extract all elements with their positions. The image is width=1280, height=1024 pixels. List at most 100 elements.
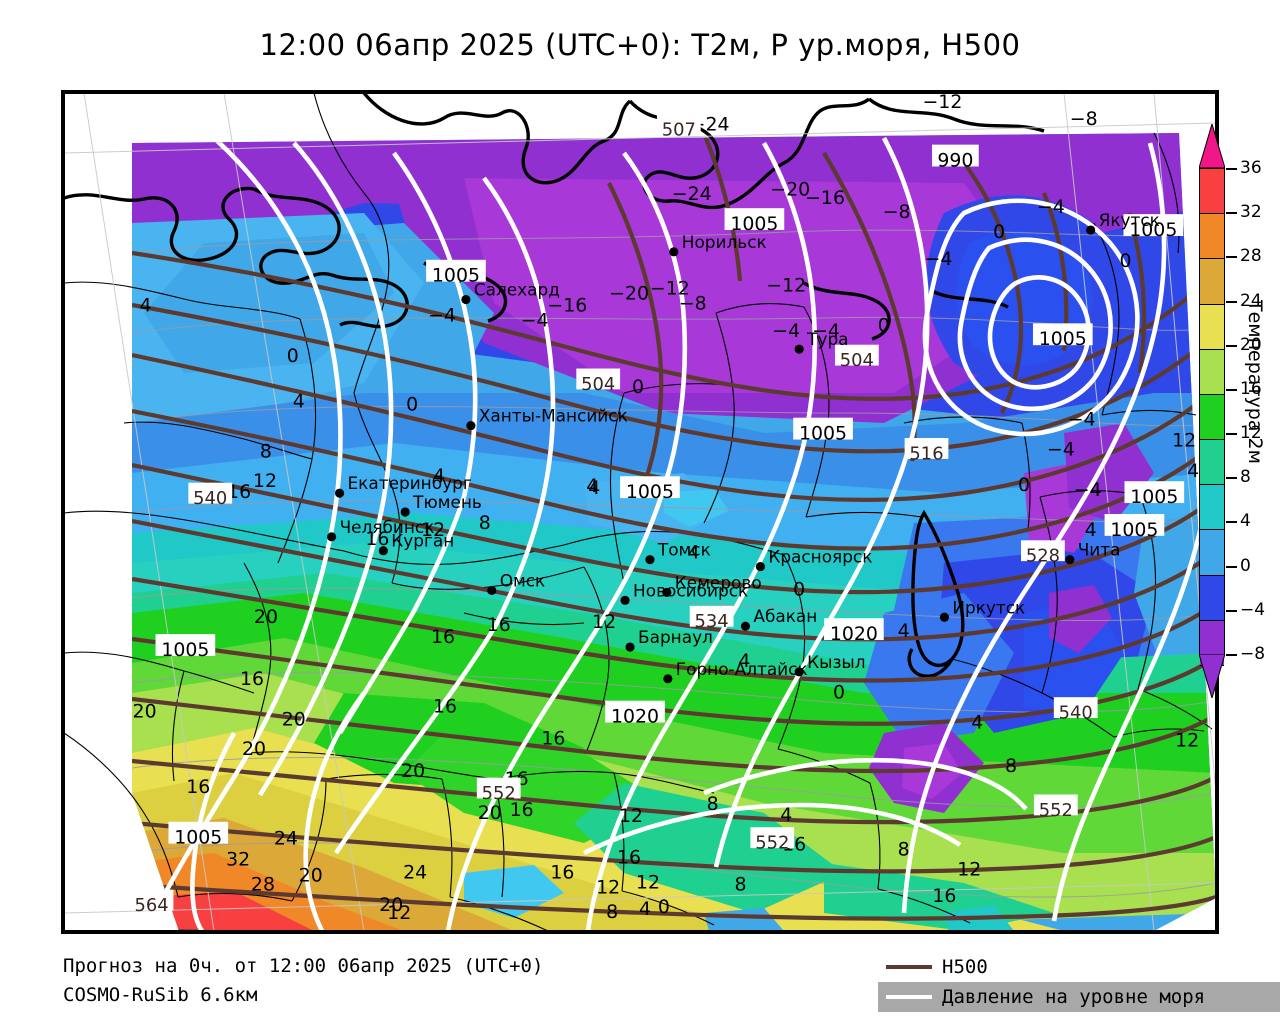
temperature-label: 4 [433,465,445,487]
page-title: 12:00 06апр 2025 (UTC+0): Т2м, Р ур.моря… [259,28,1021,62]
h500-label: 552 [482,783,516,804]
colorbar-under-arrow [1199,654,1225,698]
city-marker-dot [794,667,804,677]
city-marker-dot [755,562,765,572]
mslp-label-box [168,821,229,844]
mslp-label: 990 [937,149,973,171]
temperature-label: 0 [793,578,805,600]
temperature-label: 16 [541,727,565,749]
temperature-label: 12 [421,519,445,541]
h500-label-box [1033,794,1078,816]
h500-label-box [750,827,795,849]
h500-label-box [476,777,521,799]
temperature-label: 0 [658,896,670,918]
colorbar-tick-label: 4 [1240,511,1251,532]
city-marker-dot [625,642,635,652]
colorbar-tick-label: −8 [1240,644,1266,664]
city-name-label: Барнаул [638,627,713,647]
colorbar-tick [1226,565,1237,568]
temperature-label: 8 [479,512,491,534]
city-name-label: Омск [500,570,546,590]
temperature-label: 0 [406,394,418,416]
temperature-label: 0 [287,345,299,367]
temperature-label: −24 [672,183,712,205]
city-name-label: Новосибирск [633,580,748,600]
colorbar-segment [1200,304,1224,350]
temperature-label: 16 [240,668,264,690]
temperature-label: 8 [898,839,910,861]
colorbar-tick [1226,654,1237,656]
legend-row-h500: H500 [878,952,1280,982]
temperature-label: 16 [227,481,251,503]
h500-label: 504 [581,374,615,395]
temperature-label: 12 [619,805,643,827]
h500-label: 540 [1059,703,1093,724]
temperature-label: 16 [433,696,457,718]
colorbar-tick [1226,300,1237,303]
h500-label-box [1021,540,1065,562]
colorbar-scale [1199,168,1225,666]
temperature-label: 20 [379,894,403,916]
temperature-label: 20 [282,708,306,730]
mslp-label: 1020 [830,623,878,645]
mslp-label: 1005 [799,423,847,445]
temperature-label: 16 [932,885,956,907]
mslp-label-box [724,208,785,231]
city-name-label: Чита [1078,540,1121,560]
colorbar-segment [1200,530,1224,576]
temperature-label: 4 [738,650,750,672]
temperature-label: 0 [878,314,890,336]
mslp-line-swatch [886,995,932,999]
temperature-label: 8 [1005,755,1017,777]
h500-label: 528 [1026,546,1060,567]
temperature-label: 20 [242,738,266,760]
colorbar-tick [1226,168,1237,170]
city-marker-dot [1065,555,1075,565]
h500-label-box [188,482,233,504]
temperature-label: 20 [401,760,425,782]
city-marker-dot [662,587,672,597]
weather-map [64,93,1216,931]
temperature-label: 12 [253,470,277,492]
legend-label-h500: H500 [942,956,988,978]
h500-label-box [904,438,949,459]
mslp-label: 1005 [1130,486,1178,508]
temperature-label: −4 [1068,409,1096,431]
temperature-label: 12 [957,858,981,880]
temperature-label: 4 [1187,460,1199,482]
mslp-label-box [1123,214,1184,236]
temperature-label: −4 [521,309,549,331]
temperature-label: −8 [883,201,911,223]
city-name-label: Иркутск [952,597,1025,617]
h500-label-box [129,889,174,911]
h500-label: 552 [755,833,789,854]
mslp-label: 1020 [611,706,659,728]
colorbar-segment [1200,485,1224,531]
temperature-label: 0 [1018,474,1030,496]
temperature-label: 20 [299,864,323,886]
h500-labels: 507 504 504 516 528 534 540 552 552 552 564 540 [129,114,1098,916]
colorbar-tick-label: 28 [1240,246,1262,267]
temperature-label: 20 [254,606,278,628]
temperature-labels: −12−24−8−24−16−20−8−4−4−8−20−12−12−4−400… [133,93,1200,924]
mslp-label: 1005 [432,265,480,287]
city-name-label: Красноярск [768,547,872,567]
temperature-label: 24 [274,828,298,850]
temperature-label: 16 [431,626,455,648]
forecast-info: Прогноз на 0ч. от 12:00 06апр 2025 (UTC+… [63,952,543,1010]
mslp-label-box [620,476,680,499]
city-marker-dot [334,488,345,498]
temperature-label: 4 [586,475,598,497]
city-name-label: Якутск [1099,210,1160,230]
mslp-label: 1005 [1039,328,1087,350]
h500-line-swatch [886,965,932,969]
temperature-label: −4 [428,304,456,326]
mslp-label: 1005 [626,481,674,503]
city-marker-dot [669,247,679,257]
colorbar-tick-label: 20 [1240,334,1262,355]
temperature-label: 20 [133,701,157,723]
model-name: COSMO-RuSib 6.6км [63,984,258,1006]
city-name-label: Томск [657,540,711,560]
legend-row-mslp: Давление на уровне моря [878,982,1280,1012]
temperature-label: 16 [617,846,641,868]
